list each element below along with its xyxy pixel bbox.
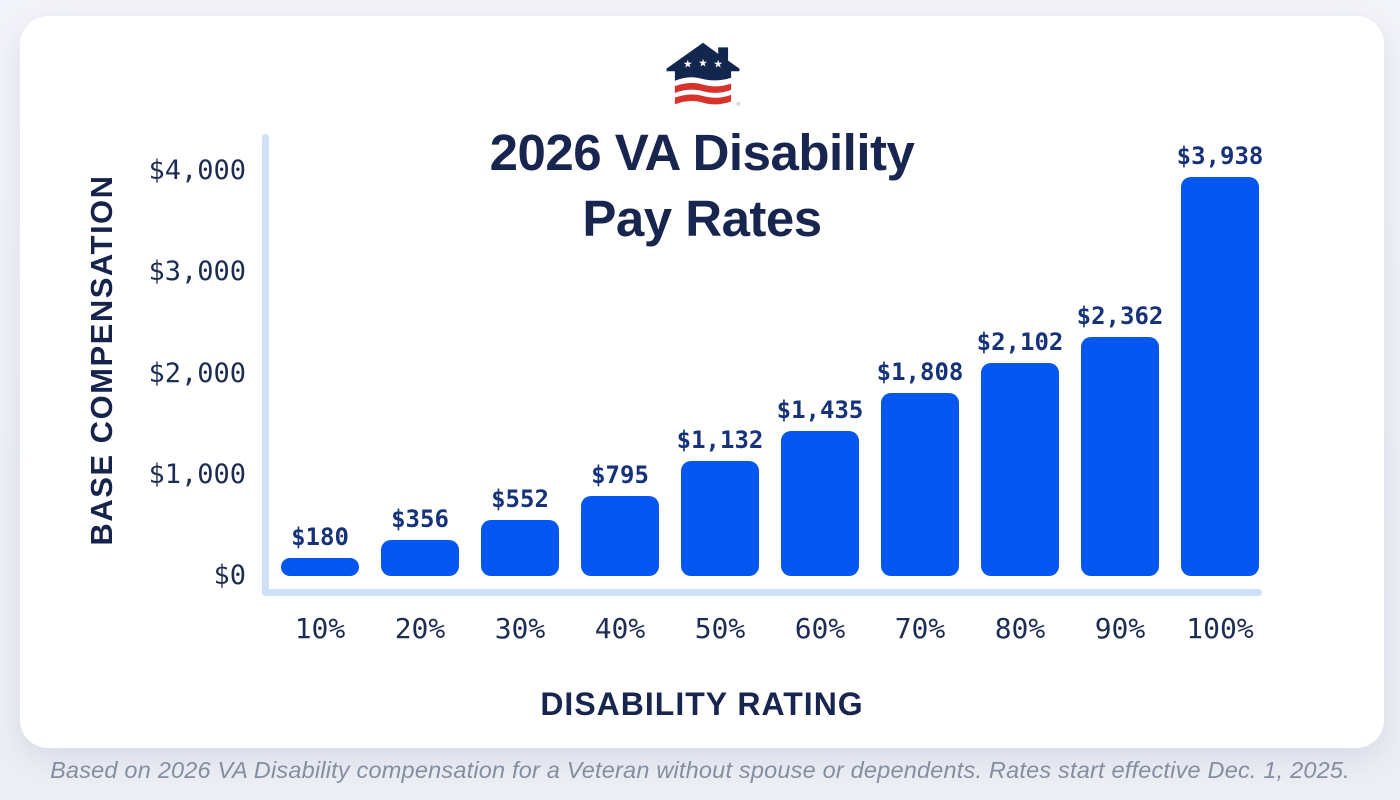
y-tick-label: $3,000 <box>148 256 246 288</box>
x-axis-title: DISABILITY RATING <box>540 686 864 722</box>
y-axis-line <box>262 134 269 596</box>
y-tick-label: $1,000 <box>148 458 246 490</box>
chart-card: ★ ★ ★ ® 2026 VA Disability Pay Rates BAS… <box>20 16 1384 748</box>
bar <box>1081 336 1159 576</box>
y-tick-label: $2,000 <box>148 357 246 389</box>
bar-value-label: $1,435 <box>776 395 864 424</box>
x-tick-label: 10% <box>294 612 346 645</box>
x-tick-label: 90% <box>1094 612 1146 645</box>
bar-value-label: $1,132 <box>676 426 764 455</box>
bar-value-label: $795 <box>591 460 649 489</box>
x-tick-label: 50% <box>694 612 746 645</box>
bar-value-label: $2,362 <box>1076 301 1164 330</box>
star-icon: ★ <box>713 58 723 71</box>
logo-roof <box>666 42 740 72</box>
bar <box>981 363 1059 576</box>
bar <box>381 539 459 576</box>
y-tick-label: $0 <box>213 560 246 591</box>
bar <box>281 557 359 576</box>
x-tick-label: 80% <box>994 612 1046 645</box>
x-tick-label: 40% <box>594 612 646 645</box>
logo-stripe <box>674 83 732 93</box>
chart-title: 2026 VA Disability Pay Rates <box>20 120 1384 252</box>
chart-title-line-1: 2026 VA Disability <box>489 124 915 181</box>
bar <box>581 495 659 576</box>
x-axis-line <box>262 589 1262 596</box>
veterans-house-logo: ★ ★ ★ ® <box>666 42 740 108</box>
bar-value-label: $552 <box>491 485 549 514</box>
logo-body <box>674 70 732 81</box>
bar-value-label: $180 <box>291 522 349 551</box>
x-tick-label: 30% <box>494 612 546 645</box>
bar-value-label: $1,808 <box>876 357 964 386</box>
bar-value-label: $3,938 <box>1176 142 1264 171</box>
bar <box>681 461 759 576</box>
bar-value-label: $2,102 <box>976 328 1064 357</box>
x-tick-label: 60% <box>794 612 846 645</box>
x-tick-label: 20% <box>394 612 446 645</box>
registered-trademark: ® <box>736 101 740 108</box>
x-tick-label: 70% <box>894 612 946 645</box>
x-tick-label: 100% <box>1186 612 1254 645</box>
bar <box>881 392 959 576</box>
chart-title-line-2: Pay Rates <box>582 190 822 247</box>
footnote: Based on 2026 VA Disability compensation… <box>50 757 1350 783</box>
star-icon: ★ <box>683 58 693 71</box>
logo-stripe <box>674 94 732 105</box>
bar-value-label: $356 <box>391 504 449 533</box>
star-icon: ★ <box>698 56 708 69</box>
bar <box>781 430 859 576</box>
y-tick-label: $4,000 <box>148 155 246 186</box>
bar <box>1181 177 1259 576</box>
bar <box>481 520 559 576</box>
